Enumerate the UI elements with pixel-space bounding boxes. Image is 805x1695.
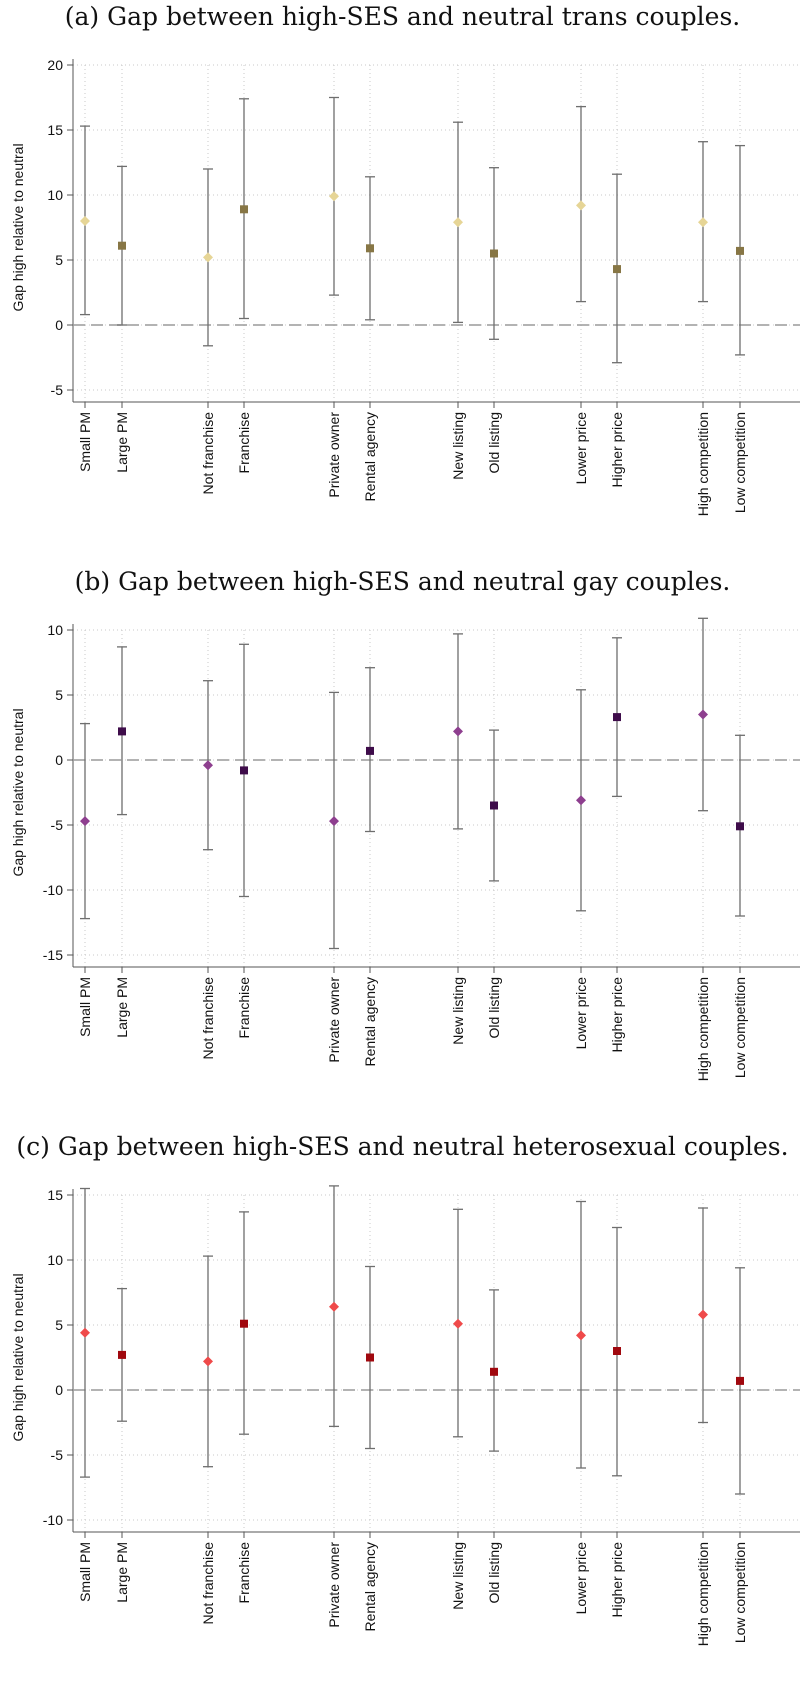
x-tick-label: Large PM	[114, 1542, 130, 1603]
x-tick-label: Lower price	[573, 1542, 589, 1615]
y-tick-label: 0	[55, 752, 63, 768]
x-tick-label: High competition	[695, 412, 711, 516]
x-tick-label: Not franchise	[200, 412, 216, 495]
y-tick-label: -5	[51, 817, 64, 833]
x-tick-label: Rental agency	[362, 977, 378, 1067]
y-tick-label: 5	[55, 687, 63, 703]
x-tick-label: Low competition	[732, 977, 748, 1078]
y-tick-label: -5	[51, 382, 64, 398]
x-tick-label: Lower price	[573, 412, 589, 485]
x-tick-label: Rental agency	[362, 1542, 378, 1632]
x-tick-label: Low competition	[732, 1542, 748, 1643]
y-tick-label: 20	[47, 57, 63, 73]
y-axis-label: Gap high relative to neutral	[10, 143, 26, 311]
y-tick-label: -5	[51, 1447, 64, 1463]
x-tick-label: Private owner	[326, 1542, 342, 1628]
x-tick-label: Old listing	[486, 977, 502, 1038]
y-tick-label: 0	[55, 317, 63, 333]
x-tick-label: Small PM	[77, 1542, 93, 1602]
x-tick-label: Franchise	[236, 1542, 252, 1604]
x-tick-label: Not franchise	[200, 977, 216, 1060]
x-tick-label: Franchise	[236, 977, 252, 1039]
x-tick-label: Higher price	[609, 977, 625, 1053]
x-tick-label: Large PM	[114, 977, 130, 1038]
x-tick-label: Higher price	[609, 412, 625, 488]
y-tick-label: -10	[43, 882, 63, 898]
y-tick-label: 5	[55, 1317, 63, 1333]
x-tick-label: Small PM	[77, 412, 93, 472]
x-tick-label: High competition	[695, 977, 711, 1081]
y-tick-label: 10	[47, 622, 63, 638]
chart-c: -10 -5 0 5 10 15 Gap high relative to neutral S…	[10, 1185, 800, 1646]
x-tick-label: Small PM	[77, 977, 93, 1037]
x-tick-label: Private owner	[326, 412, 342, 498]
y-tick-label: 0	[55, 1382, 63, 1398]
chart-title: (b) Gap between high-SES and neutral gay…	[74, 567, 731, 596]
chart-title: (a) Gap between high-SES and neutral tra…	[64, 2, 741, 31]
x-tick-label: Rental agency	[362, 412, 378, 502]
y-tick-label: 15	[47, 122, 63, 138]
x-tick-label: Higher price	[609, 1542, 625, 1618]
y-tick-label: 15	[47, 1187, 63, 1203]
chart-title: (c) Gap between high-SES and neutral het…	[16, 1132, 789, 1161]
x-tick-label: New listing	[450, 977, 466, 1045]
x-tick-label: High competition	[695, 1542, 711, 1646]
x-tick-label: New listing	[450, 1542, 466, 1610]
x-tick-label: Old listing	[486, 1542, 502, 1603]
x-tick-label: Old listing	[486, 412, 502, 473]
y-axis-label: Gap high relative to neutral	[10, 1273, 26, 1441]
panel-a: (a) Gap between high-SES and neutral tra…	[0, 0, 805, 565]
x-tick-label: Low competition	[732, 412, 748, 513]
x-tick-label: Private owner	[326, 977, 342, 1063]
x-tick-label: Lower price	[573, 977, 589, 1050]
panel-b: (b) Gap between high-SES and neutral gay…	[0, 565, 805, 1130]
x-tick-label: Not franchise	[200, 1542, 216, 1625]
y-tick-label: 5	[55, 252, 63, 268]
x-tick-label: Large PM	[114, 412, 130, 473]
chart-b: -15 -10 -5 0 5 10 Gap high relative to neutral…	[10, 617, 800, 1081]
chart-a: -5 0 5 10 15 20 Gap high relative to neutral Sm…	[10, 57, 800, 516]
y-tick-label: -10	[43, 1512, 63, 1528]
y-tick-label: -15	[43, 947, 63, 963]
x-tick-label: New listing	[450, 412, 466, 480]
x-tick-label: Franchise	[236, 412, 252, 474]
y-tick-label: 10	[47, 1252, 63, 1268]
y-tick-label: 10	[47, 187, 63, 203]
y-axis-label: Gap high relative to neutral	[10, 708, 26, 876]
panel-c: (c) Gap between high-SES and neutral het…	[0, 1130, 805, 1695]
